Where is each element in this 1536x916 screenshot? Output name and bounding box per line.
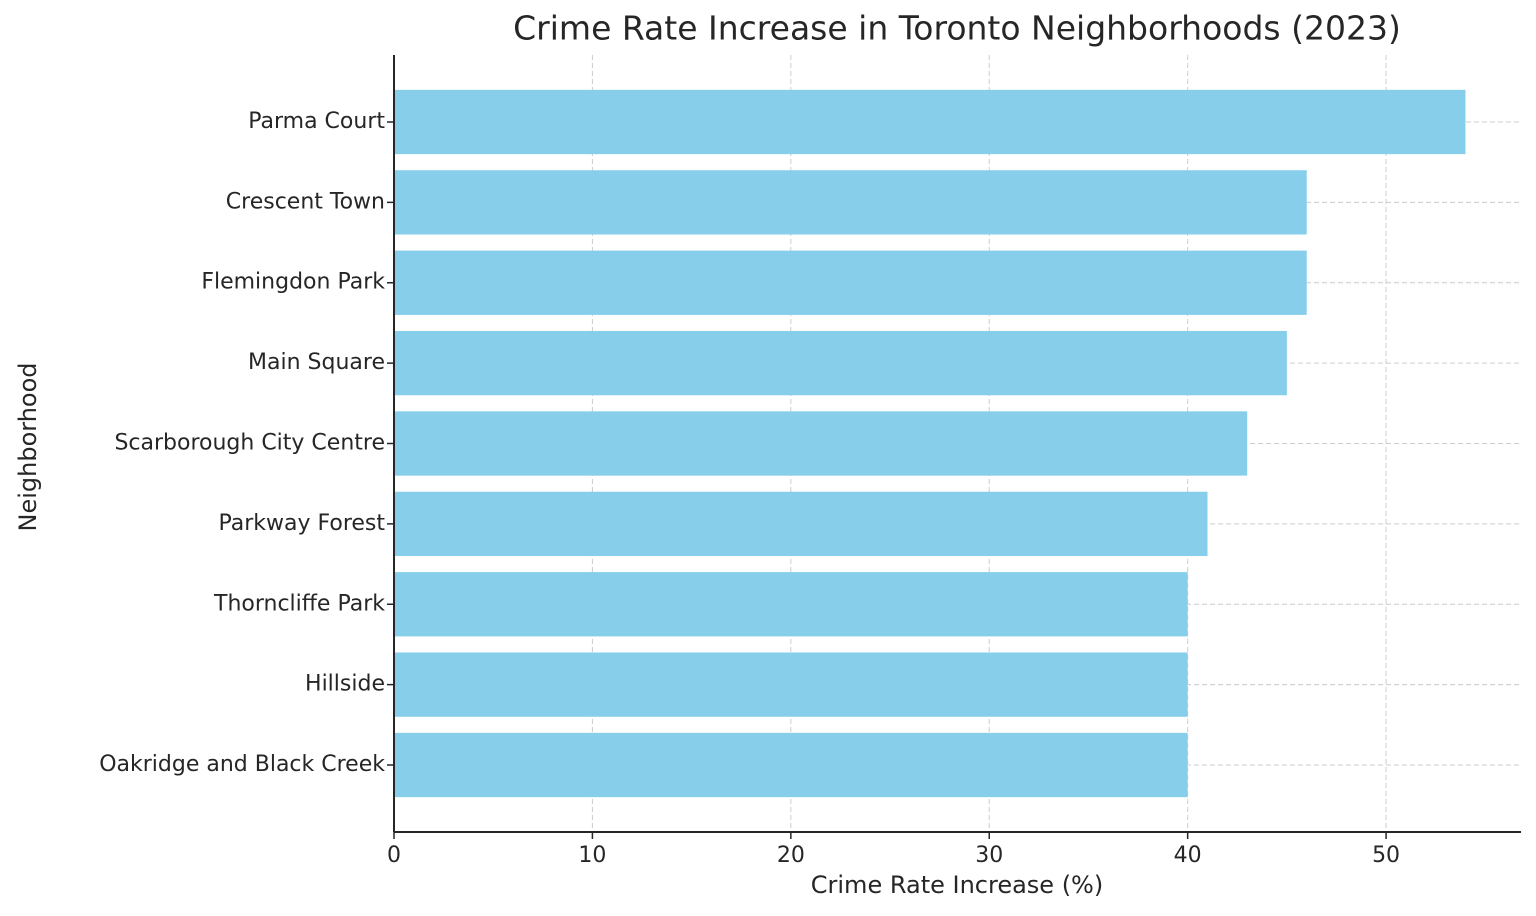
bar bbox=[394, 89, 1466, 155]
bar bbox=[394, 732, 1188, 798]
bar bbox=[394, 411, 1248, 476]
y-tick-label: Main Square bbox=[248, 350, 385, 375]
y-tick-label: Scarborough City Centre bbox=[114, 431, 385, 456]
y-tick-label: Parma Court bbox=[248, 109, 385, 134]
x-tick-label: 10 bbox=[578, 843, 606, 868]
y-tick-label: Thorncliffe Park bbox=[213, 591, 385, 616]
bar bbox=[394, 170, 1307, 235]
x-tick-label: 0 bbox=[387, 843, 401, 868]
x-axis-label: Crime Rate Increase (%) bbox=[811, 871, 1103, 899]
x-tick-label: 30 bbox=[975, 843, 1003, 868]
y-tick-label: Oakridge and Black Creek bbox=[99, 752, 385, 777]
bar bbox=[394, 491, 1208, 557]
y-tick-label: Flemingdon Park bbox=[201, 270, 385, 295]
x-tick-label: 40 bbox=[1174, 843, 1202, 868]
y-tick-label: Crescent Town bbox=[226, 189, 385, 214]
y-axis-label: Neighborhood bbox=[14, 362, 42, 531]
bar bbox=[394, 652, 1188, 717]
bar bbox=[394, 250, 1307, 315]
chart-title: Crime Rate Increase in Toronto Neighborh… bbox=[513, 9, 1401, 48]
y-tick-label: Hillside bbox=[305, 672, 385, 697]
x-tick-label: 20 bbox=[777, 843, 805, 868]
x-tick-label: 50 bbox=[1372, 843, 1400, 868]
bar bbox=[394, 572, 1188, 637]
y-tick-label: Parkway Forest bbox=[218, 511, 385, 536]
bar bbox=[394, 330, 1287, 396]
